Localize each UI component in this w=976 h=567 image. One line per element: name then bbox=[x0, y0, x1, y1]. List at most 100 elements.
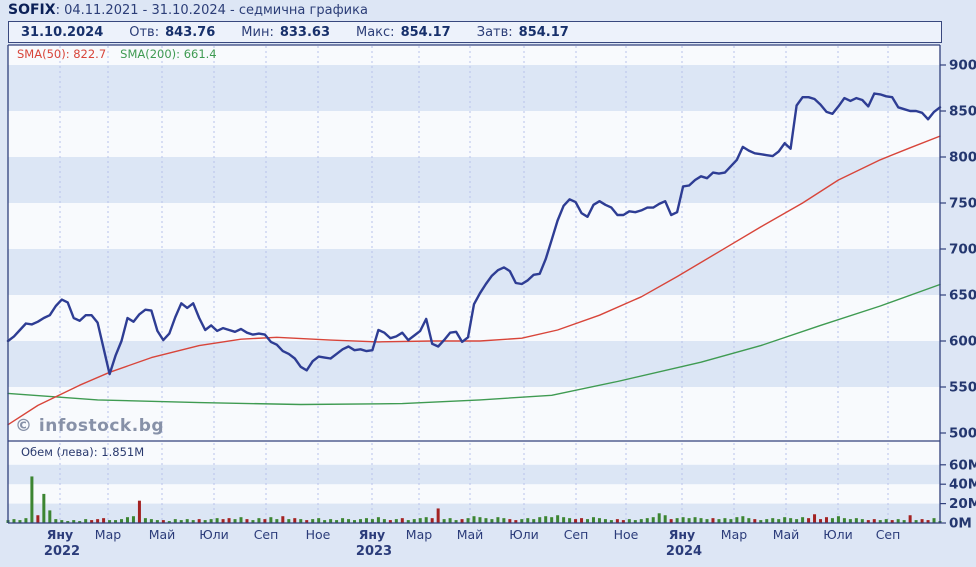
y-tick-label: 600 bbox=[949, 334, 976, 350]
y-tick-label: 500 bbox=[949, 426, 976, 442]
volume-bar bbox=[514, 520, 518, 523]
volume-bar bbox=[311, 519, 315, 523]
volume-bar bbox=[137, 500, 141, 523]
volume-bar bbox=[633, 520, 637, 523]
volume-bar bbox=[586, 519, 590, 523]
volume-bar bbox=[496, 517, 500, 523]
month-label: Юли bbox=[199, 527, 229, 542]
volume-bar bbox=[364, 518, 368, 523]
volume-bar bbox=[239, 517, 243, 523]
volume-bar bbox=[729, 519, 733, 523]
volume-bar bbox=[908, 515, 912, 523]
volume-bar bbox=[185, 519, 189, 523]
volume-bar bbox=[508, 519, 512, 523]
month-label: Мар bbox=[95, 527, 121, 542]
price-band bbox=[8, 157, 940, 203]
volume-bar bbox=[12, 519, 16, 523]
volume-bar bbox=[824, 517, 828, 523]
volume-bar bbox=[866, 520, 870, 523]
volume-bar bbox=[890, 520, 894, 523]
volume-bar bbox=[161, 520, 165, 523]
volume-bar bbox=[251, 520, 255, 523]
volume-bar bbox=[550, 517, 554, 523]
volume-bar bbox=[753, 519, 757, 523]
volume-bar bbox=[472, 516, 476, 523]
volume-bar bbox=[687, 518, 691, 523]
month-label: Яну bbox=[359, 527, 385, 542]
volume-bar bbox=[836, 516, 840, 523]
volume-bar bbox=[90, 520, 94, 523]
volume-bar bbox=[848, 519, 852, 523]
volume-bar bbox=[699, 518, 703, 523]
volume-bar bbox=[813, 514, 817, 523]
price-band bbox=[8, 341, 940, 387]
month-label: Мар bbox=[406, 527, 432, 542]
volume-bar bbox=[442, 519, 446, 523]
volume-bar bbox=[227, 518, 231, 523]
volume-bar bbox=[771, 518, 775, 523]
volume-tick-label: 0M bbox=[949, 516, 972, 532]
volume-bar bbox=[645, 518, 649, 523]
volume-bar bbox=[526, 518, 530, 523]
volume-bar bbox=[705, 519, 709, 523]
volume-bar bbox=[245, 519, 249, 523]
volume-bar bbox=[920, 519, 924, 523]
volume-bar bbox=[108, 520, 112, 523]
volume-bar bbox=[347, 519, 351, 523]
volume-bar bbox=[603, 519, 607, 523]
volume-bar bbox=[329, 519, 333, 523]
volume-bar bbox=[693, 517, 697, 523]
volume-bar bbox=[663, 515, 667, 523]
volume-bar bbox=[418, 518, 422, 523]
volume-bar bbox=[376, 517, 380, 523]
volume-bar bbox=[747, 518, 751, 523]
volume-bar bbox=[544, 516, 548, 523]
volume-bar bbox=[872, 519, 876, 523]
year-label: 2023 bbox=[356, 544, 392, 559]
volume-bar bbox=[854, 518, 858, 523]
volume-bar bbox=[197, 519, 201, 523]
volume-bar bbox=[538, 517, 542, 523]
volume-bar bbox=[191, 520, 195, 523]
volume-bar bbox=[819, 519, 823, 523]
volume-bar bbox=[711, 518, 715, 523]
volume-bar bbox=[490, 519, 494, 523]
volume-bar bbox=[562, 517, 566, 523]
volume-bar bbox=[621, 520, 625, 523]
volume-bar bbox=[460, 519, 464, 523]
volume-bar bbox=[323, 520, 327, 523]
volume-bar bbox=[48, 510, 52, 523]
volume-bar bbox=[400, 518, 404, 523]
volume-bar bbox=[353, 520, 357, 523]
volume-bar bbox=[233, 519, 237, 523]
volume-bar bbox=[896, 519, 900, 523]
volume-bar bbox=[149, 519, 153, 523]
month-label: Мар bbox=[721, 527, 747, 542]
volume-bar bbox=[932, 518, 936, 523]
volume-bar bbox=[382, 519, 386, 523]
y-tick-label: 900 bbox=[949, 58, 976, 74]
month-label: Юли bbox=[509, 527, 539, 542]
volume-bar bbox=[609, 520, 613, 523]
month-label: Юли bbox=[823, 527, 853, 542]
year-label: 2022 bbox=[44, 544, 80, 559]
year-label: 2024 bbox=[666, 544, 702, 559]
month-label: Сеп bbox=[564, 527, 589, 542]
month-label: Сеп bbox=[876, 527, 901, 542]
volume-bar bbox=[317, 518, 321, 523]
month-label: Май bbox=[457, 527, 484, 542]
y-tick-label: 850 bbox=[949, 104, 976, 120]
volume-bar bbox=[741, 516, 745, 523]
volume-bar bbox=[120, 519, 124, 523]
volume-bar bbox=[36, 515, 40, 523]
volume-bar bbox=[281, 516, 285, 523]
volume-bar bbox=[681, 517, 685, 523]
volume-bar bbox=[801, 517, 805, 523]
volume-bar bbox=[18, 520, 22, 523]
volume-tick-label: 40M bbox=[949, 477, 976, 493]
volume-bar bbox=[830, 518, 834, 523]
volume-bar bbox=[305, 520, 309, 523]
sma50-line bbox=[7, 135, 941, 426]
volume-bar bbox=[114, 520, 118, 523]
